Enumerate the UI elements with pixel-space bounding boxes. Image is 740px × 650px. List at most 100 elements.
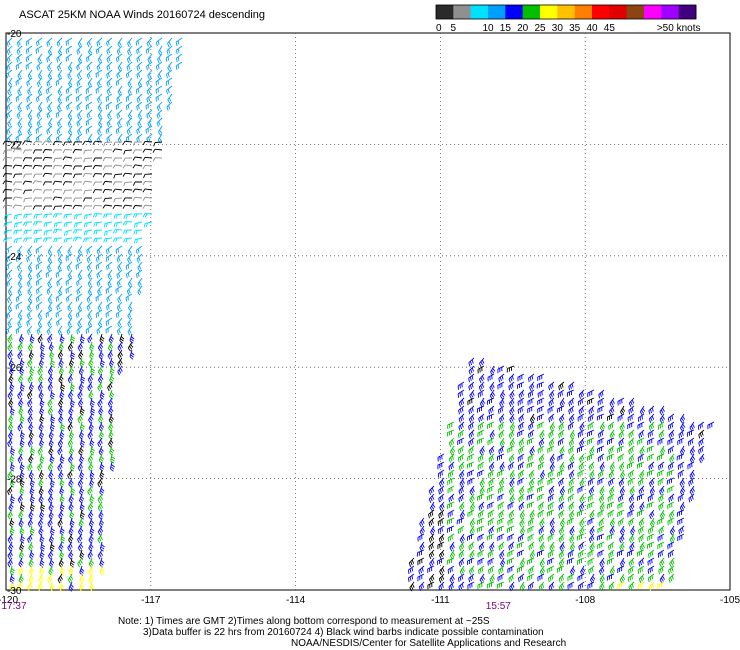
wind-barb — [469, 389, 475, 400]
wind-barb — [113, 173, 123, 179]
wind-barb — [48, 549, 54, 560]
wind-barb — [537, 485, 545, 493]
wind-barb — [9, 365, 15, 376]
wind-barb — [598, 389, 605, 399]
wind-barb — [689, 453, 696, 464]
wind-barb — [588, 485, 595, 496]
wind-barb — [47, 333, 53, 344]
wind-barb — [78, 349, 84, 360]
wind-barb — [487, 549, 495, 558]
wind-barb — [6, 309, 13, 319]
wind-barb — [142, 196, 153, 202]
wind-barb — [46, 285, 53, 295]
wind-barb — [10, 477, 15, 488]
wind-barb — [39, 533, 45, 544]
wind-barb — [80, 437, 85, 448]
wind-barb — [459, 533, 465, 544]
wind-barb — [606, 573, 615, 581]
wind-barb — [17, 125, 23, 136]
wind-barb — [112, 148, 123, 153]
wind-barb — [667, 413, 675, 423]
wind-barb — [90, 405, 96, 416]
wind-barb — [165, 53, 173, 62]
wind-barb — [497, 573, 505, 582]
wind-barb — [47, 293, 53, 304]
wind-barb — [17, 421, 23, 432]
wind-barb — [97, 437, 103, 448]
wind-barb — [32, 164, 43, 170]
wind-barb — [22, 164, 33, 170]
wind-barb — [156, 101, 163, 112]
wind-barb — [18, 405, 24, 416]
wind-barb — [17, 101, 23, 112]
wind-barb — [527, 397, 535, 406]
wind-barb — [122, 188, 133, 194]
wind-barb — [95, 309, 103, 318]
wind-barb — [96, 269, 103, 279]
wind-barb — [669, 525, 676, 536]
wind-barb — [142, 204, 153, 209]
wind-barb — [108, 413, 114, 424]
wind-barb — [7, 469, 13, 480]
wind-barb — [508, 541, 515, 551]
wind-barb — [458, 549, 465, 559]
wind-barb — [76, 101, 83, 111]
wind-barb — [477, 517, 485, 525]
wind-barb — [47, 381, 53, 392]
wind-barb — [67, 421, 73, 432]
wind-barb — [668, 429, 675, 439]
wind-barb — [86, 109, 93, 119]
wind-barb — [26, 133, 33, 143]
wind-barb — [86, 61, 93, 71]
wind-barb — [127, 309, 133, 320]
wind-barb — [458, 581, 465, 591]
wind-barb — [558, 525, 565, 536]
wind-barb — [46, 261, 53, 272]
wind-barb — [650, 517, 656, 528]
wind-barb — [146, 77, 153, 87]
wind-barb — [27, 581, 33, 592]
wind-barb — [99, 389, 105, 400]
wind-barb — [85, 85, 93, 94]
wind-barb — [63, 213, 73, 219]
wind-barb — [518, 389, 525, 399]
legend-label: 10 — [482, 23, 494, 34]
wind-barb — [18, 509, 24, 520]
wind-barb — [468, 429, 475, 439]
wind-barb — [448, 493, 455, 503]
wind-barb — [438, 493, 445, 503]
wind-barb — [8, 373, 14, 384]
wind-barb — [496, 581, 505, 589]
wind-barb — [620, 405, 626, 416]
wind-barb — [508, 397, 515, 408]
legend-swatch — [574, 5, 593, 19]
wind-barb — [579, 421, 585, 432]
wind-barb — [459, 509, 466, 520]
wind-barb — [77, 341, 83, 352]
wind-barb — [466, 461, 475, 469]
wind-barb — [620, 557, 626, 568]
wind-barb — [122, 197, 133, 202]
wind-barb — [49, 349, 55, 360]
wind-barb — [6, 61, 13, 71]
wind-barb — [57, 85, 63, 96]
wind-barb — [27, 261, 33, 272]
wind-barb — [587, 477, 595, 486]
wind-barb — [658, 429, 665, 439]
wind-barb — [689, 421, 695, 432]
wind-barb — [458, 541, 465, 552]
wind-barb — [667, 485, 675, 494]
wind-barb — [106, 301, 113, 311]
wind-barb — [19, 413, 25, 424]
wind-barb — [477, 549, 485, 558]
legend-swatch — [626, 5, 645, 19]
wind-barb — [518, 413, 525, 423]
wind-barb — [77, 557, 83, 568]
wind-barb — [68, 565, 74, 576]
wind-barb — [487, 501, 495, 510]
wind-barb — [97, 285, 103, 296]
wind-barb — [469, 549, 475, 560]
wind-barb — [13, 221, 23, 228]
wind-barb — [457, 573, 465, 583]
wind-barb — [527, 405, 535, 414]
